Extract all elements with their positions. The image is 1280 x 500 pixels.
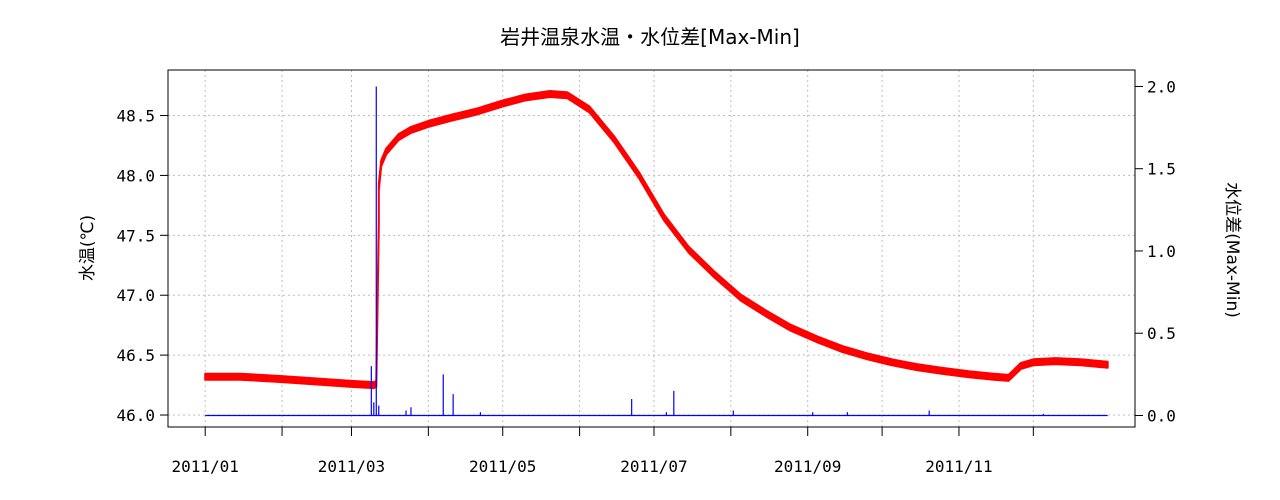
y-tick-label: 46.0 [116, 406, 155, 425]
y-tick-label: 47.0 [116, 286, 155, 305]
y-tick-label: 47.5 [116, 226, 155, 245]
water-level-diff-series [205, 86, 1108, 417]
y-tick-label: 48.5 [116, 107, 155, 126]
x-tick-label: 2011/01 [171, 457, 238, 476]
y-axis-right: 0.0 0.5 1.0 1.5 2.0 [1135, 77, 1176, 425]
y2-tick-label: 2.0 [1147, 77, 1176, 96]
y2-tick-label: 0.5 [1147, 324, 1176, 343]
x-tick-label: 2011/03 [318, 457, 385, 476]
x-tick-label: 2011/11 [925, 457, 992, 476]
y-axis-left: 46.0 46.5 47.0 47.5 48.0 48.5 [116, 107, 168, 425]
plot-frame [167, 69, 1136, 428]
y2-tick-label: 0.0 [1147, 406, 1176, 425]
chart-title: 岩井温泉水温・水位差[Max-Min] [500, 25, 800, 49]
y2-axis-label: 水位差(Max-Min) [1222, 182, 1242, 318]
y-axis-label: 水温(℃) [78, 215, 98, 281]
x-axis: 2011/01 2011/03 2011/05 2011/07 2011/09 2011/… [171, 427, 1034, 476]
water-temperature-band [204, 90, 1109, 390]
x-tick-label: 2011/05 [469, 457, 536, 476]
x-tick-label: 2011/09 [774, 457, 841, 476]
y2-tick-label: 1.0 [1147, 242, 1176, 261]
x-tick-label: 2011/07 [620, 457, 687, 476]
water-temperature-series [204, 90, 1109, 390]
y-tick-label: 46.5 [116, 346, 155, 365]
y-tick-label: 48.0 [116, 166, 155, 185]
y2-tick-label: 1.5 [1147, 160, 1176, 179]
